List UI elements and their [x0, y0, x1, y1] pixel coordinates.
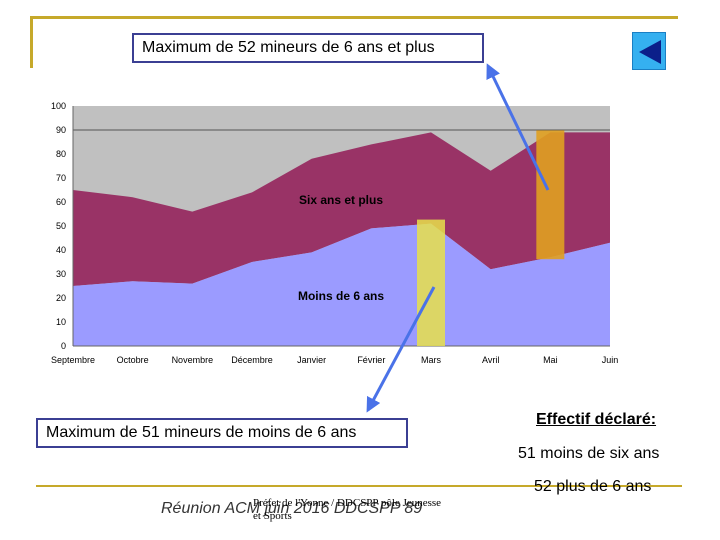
y-tick-label: 40 — [56, 245, 66, 255]
footer-small-line1: Préfet de l'Yonne / DDCSPP pôle Jeunesse — [253, 497, 442, 509]
y-tick-label: 70 — [56, 173, 66, 183]
y-tick-label: 100 — [51, 101, 66, 111]
back-triangle-icon — [639, 40, 661, 64]
y-tick-label: 60 — [56, 197, 66, 207]
series-label-six-ans-et-plus: Six ans et plus — [299, 193, 383, 207]
x-tick-label: Septembre — [51, 355, 95, 365]
footer-small-line2: et Sports — [253, 510, 292, 522]
x-tick-label: Octobre — [117, 355, 149, 365]
footer-main: Réunion ACM juin 2016 DDCSPP 89 — [161, 500, 423, 517]
x-tick-label: Janvier — [297, 355, 326, 365]
area-moins-de-6-ans — [73, 223, 610, 346]
y-tick-label: 20 — [56, 293, 66, 303]
x-tick-label: Juin — [602, 355, 619, 365]
y-tick-label: 50 — [56, 221, 66, 231]
x-tick-label: Décembre — [231, 355, 273, 365]
x-tick-label: Mai — [543, 355, 558, 365]
x-tick-label: Novembre — [172, 355, 214, 365]
series-label-moins-de-6-ans: Moins de 6 ans — [298, 289, 384, 303]
x-tick-label: Mars — [421, 355, 441, 365]
y-tick-label: 0 — [61, 341, 66, 351]
arrow-bottom-callout — [366, 286, 436, 413]
callout-top: Maximum de 52 mineurs de 6 ans et plus — [132, 33, 484, 63]
effectif-line-over6: 52 plus de 6 ans — [534, 478, 652, 495]
y-tick-label: 30 — [56, 269, 66, 279]
bottom-rule — [36, 485, 682, 487]
callout-bottom-text: Maximum de 51 mineurs de moins de 6 ans — [46, 424, 357, 441]
x-tick-label: Février — [357, 355, 385, 365]
left-rule — [30, 16, 33, 68]
callout-top-text: Maximum de 52 mineurs de 6 ans et plus — [142, 39, 435, 56]
y-tick-label: 90 — [56, 125, 66, 135]
arrow-top-callout — [486, 63, 550, 191]
area-six-ans-et-plus — [73, 132, 610, 286]
effectif-title: Effectif déclaré: — [536, 411, 657, 428]
highlight-mai — [536, 130, 565, 260]
top-rule — [30, 16, 678, 19]
highlight-mars — [417, 219, 445, 346]
back-button[interactable] — [632, 32, 666, 70]
x-tick-label: Avril — [482, 355, 499, 365]
y-tick-label: 80 — [56, 149, 66, 159]
y-tick-label: 10 — [56, 317, 66, 327]
callout-bottom: Maximum de 51 mineurs de moins de 6 ans — [36, 418, 408, 448]
effectif-line-under6: 51 moins de six ans — [518, 445, 660, 462]
